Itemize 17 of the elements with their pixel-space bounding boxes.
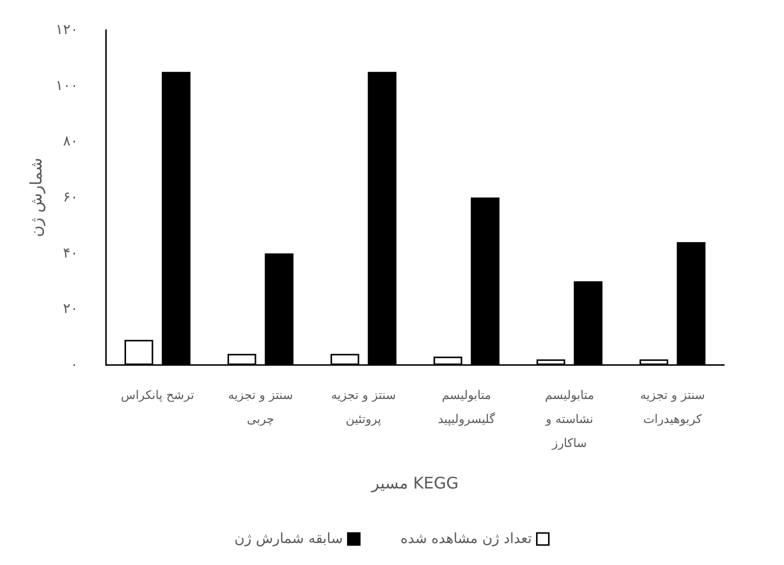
x-tick-label: متابولیسم نشاسته و ساکارز bbox=[544, 388, 594, 450]
y-tick-label: ۸۰ bbox=[62, 134, 78, 150]
y-tick-label: ۶۰ bbox=[62, 190, 78, 206]
legend-label: تعداد ژن مشاهده شده bbox=[400, 531, 532, 547]
x-tick-label: سنتز و تجزیه پروتئین bbox=[331, 388, 396, 426]
y-tick-label: ۱۲۰ bbox=[55, 22, 78, 38]
y-tick-label: ۰ bbox=[70, 357, 78, 373]
x-axis-title: مسیر KEGG bbox=[370, 474, 458, 492]
y-tick-label: ۲۰ bbox=[62, 301, 78, 318]
x-tick-label: سنتز و تجزیه کربوهیدرات bbox=[640, 388, 705, 426]
x-tick-label: سنتز و تجزیه چربی bbox=[228, 388, 293, 426]
y-tick-label: ۴۰ bbox=[62, 245, 78, 262]
y-tick-label: ۱۰۰ bbox=[55, 78, 78, 94]
x-tick-label: ترشح پانکراس bbox=[120, 388, 194, 402]
x-tick-label: متابولیسم گلیسرولیپید bbox=[438, 388, 496, 426]
legend-label: سابقه شمارش ژن bbox=[234, 531, 343, 547]
y-axis-title: شمارش ژن bbox=[26, 158, 46, 238]
